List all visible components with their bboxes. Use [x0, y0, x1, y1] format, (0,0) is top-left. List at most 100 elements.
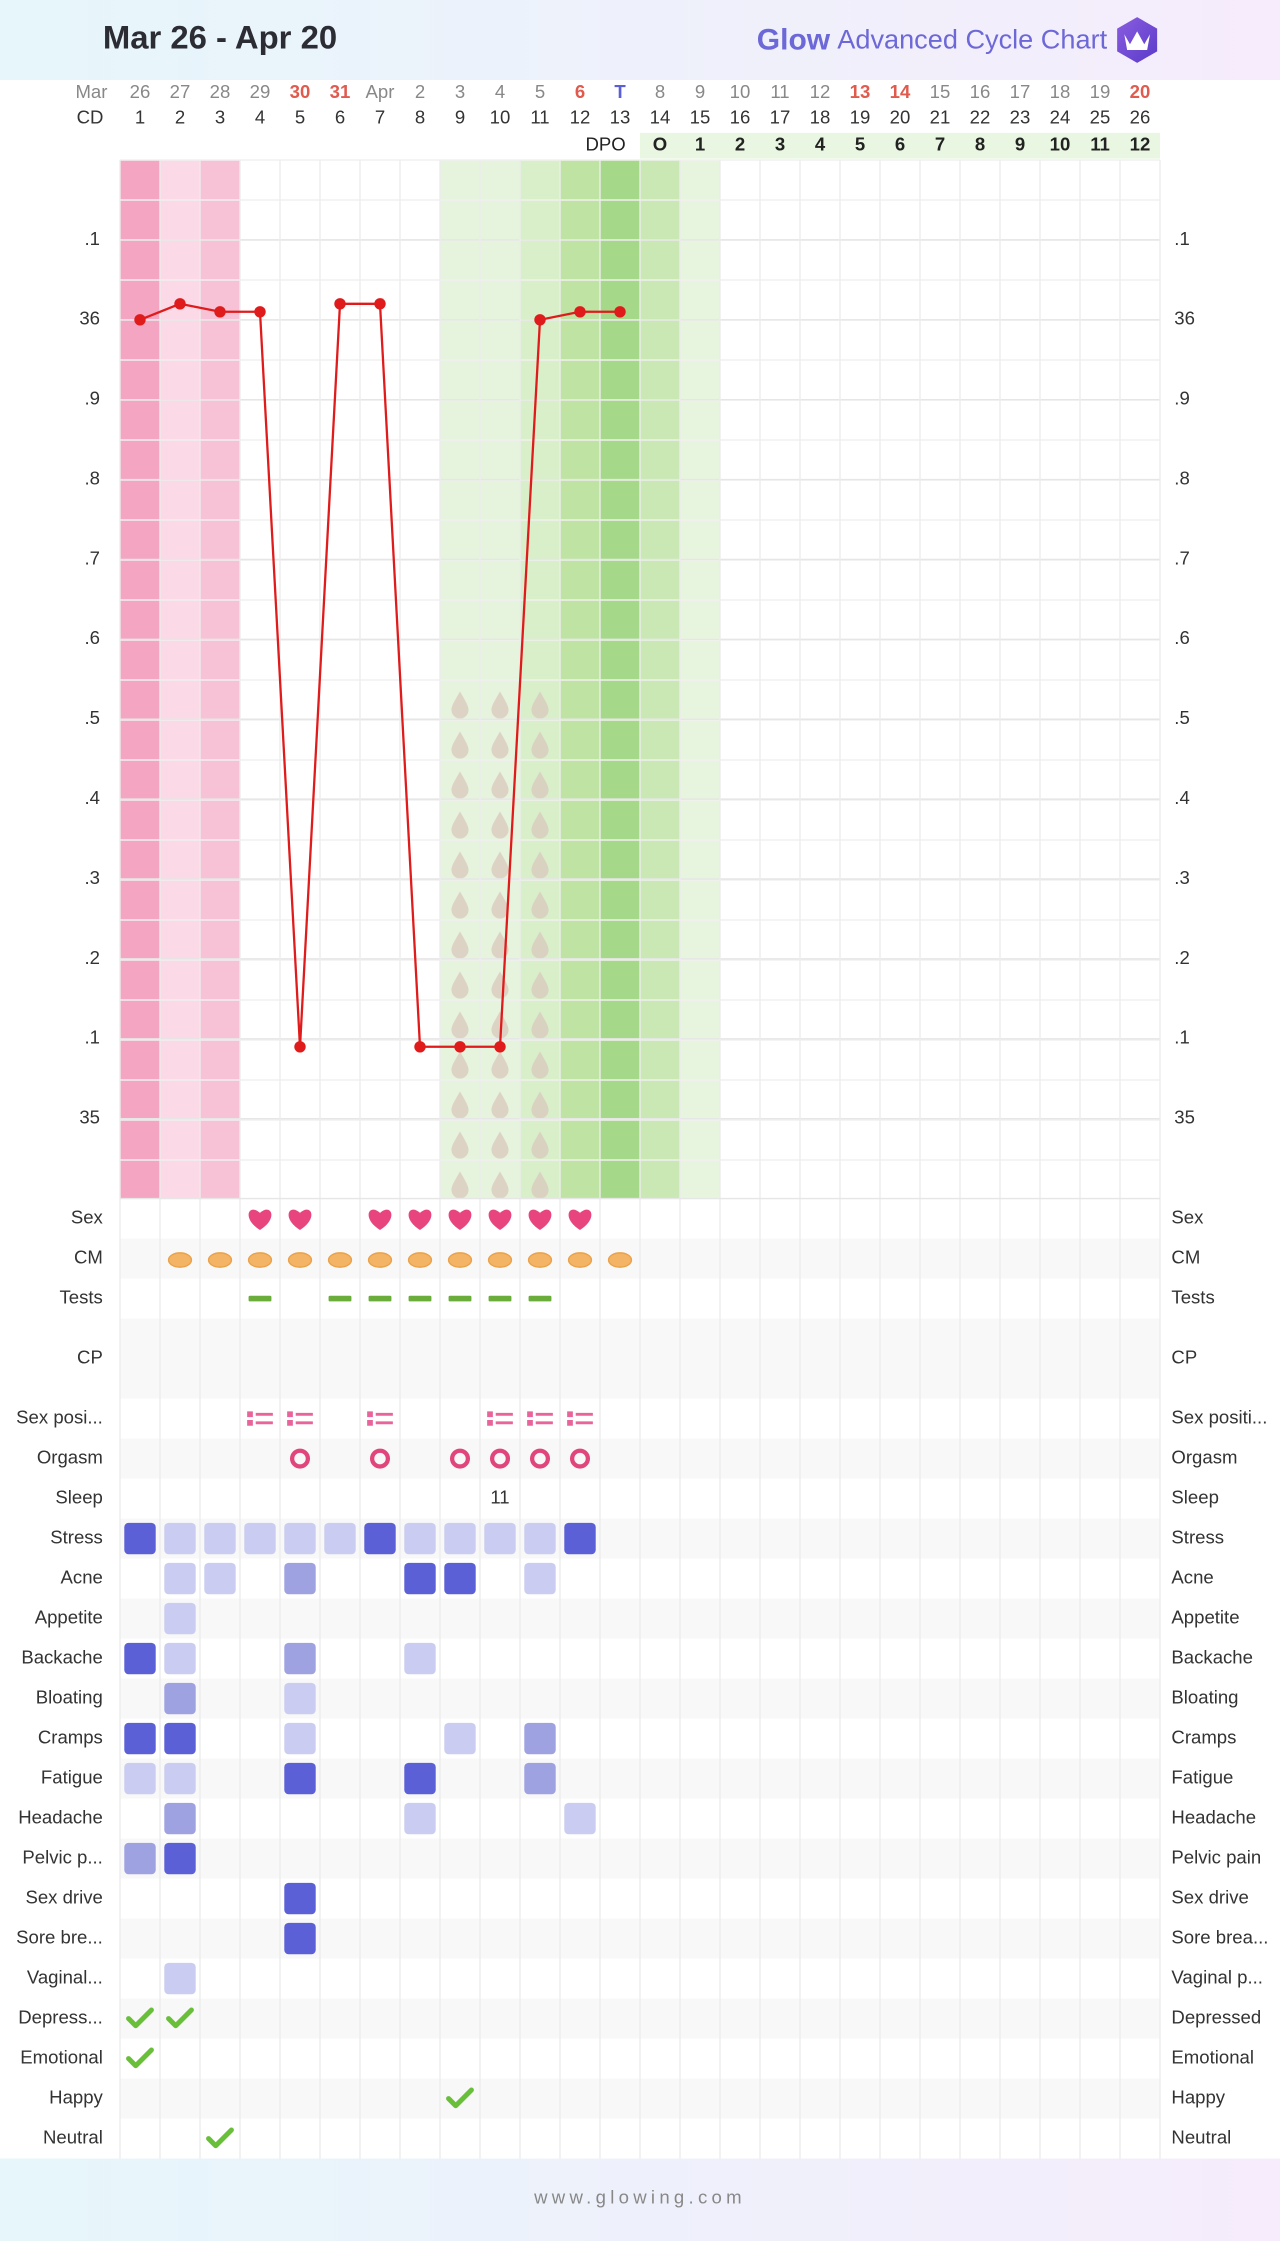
cm-icon — [407, 1252, 433, 1268]
orgasm-ring — [490, 1448, 510, 1469]
cycle-day: 5 — [295, 106, 305, 127]
cycle-day: 17 — [770, 106, 791, 127]
date-label: 28 — [210, 81, 231, 102]
symptom-level — [404, 1802, 436, 1835]
row-label-right: Sex positi... — [1171, 1406, 1267, 1427]
y-tick-label-right: 36 — [1174, 308, 1195, 329]
sex-position — [567, 1411, 593, 1426]
row-label: Sex — [71, 1206, 104, 1227]
y-tick-label-right: .4 — [1174, 787, 1189, 808]
symptom-level — [284, 1522, 316, 1555]
cm-drops — [440, 685, 560, 1199]
dpo-value: 8 — [975, 134, 985, 155]
symptom-level — [164, 1602, 196, 1635]
dpo-value: 6 — [895, 134, 905, 155]
orgasm-ring — [370, 1448, 390, 1469]
cycle-day: 25 — [1090, 106, 1111, 127]
cm-icon — [247, 1252, 273, 1268]
row-label-right: Pelvic pain — [1171, 1846, 1261, 1867]
cycle-day: 6 — [335, 106, 345, 127]
y-tick-label-right: .5 — [1174, 707, 1189, 728]
y-tick-label-right: .1 — [1174, 1027, 1189, 1048]
footer-url: www.glowing.com — [533, 2186, 746, 2207]
date-label: 16 — [970, 81, 991, 102]
row-label: Stress — [50, 1526, 103, 1547]
y-tick-label: .9 — [85, 388, 100, 409]
row-label: Emotional — [20, 2046, 103, 2067]
row-label: Headache — [18, 1806, 103, 1827]
cycle-day: 7 — [375, 106, 385, 127]
y-tick-label-right: .9 — [1174, 388, 1189, 409]
date-label: 6 — [575, 81, 585, 102]
symptom-level — [524, 1562, 556, 1595]
logo: Glow Advanced Cycle Chart — [757, 23, 1108, 56]
temperature-point — [574, 306, 586, 318]
test-mark — [328, 1295, 352, 1302]
y-tick-label: .2 — [85, 947, 100, 968]
test-mark — [448, 1295, 472, 1302]
cm-icon — [447, 1252, 473, 1268]
date-label: 26 — [130, 81, 151, 102]
sex-position — [367, 1411, 393, 1426]
row-label: Sore bre... — [16, 1926, 103, 1947]
cycle-day: 14 — [650, 106, 671, 127]
row-label: Pelvic p... — [22, 1846, 102, 1867]
dpo-value: 10 — [1050, 134, 1071, 155]
symptom-level — [284, 1722, 316, 1755]
cycle-day: 13 — [610, 106, 631, 127]
symptom-level — [164, 1842, 196, 1875]
header-bg — [0, 0, 1280, 81]
sex-position — [247, 1411, 273, 1426]
row-label-right: Stress — [1171, 1526, 1224, 1547]
row-label: Sleep — [55, 1486, 102, 1507]
date-label: T — [614, 81, 626, 102]
date-label: 12 — [810, 81, 831, 102]
cycle-day: 4 — [255, 106, 265, 127]
row-label-right: Fatigue — [1171, 1766, 1233, 1787]
header-title: Mar 26 - Apr 20 — [103, 19, 337, 56]
date-label: 30 — [290, 81, 311, 102]
sex-heart — [288, 1209, 312, 1230]
row-label-right: Tests — [1171, 1286, 1214, 1307]
dpo-value: O — [653, 134, 667, 155]
row-label-right: Sore brea... — [1171, 1926, 1268, 1947]
cm-icon — [607, 1252, 633, 1268]
row-label-right: Appetite — [1171, 1606, 1239, 1627]
cm-icon — [567, 1252, 593, 1268]
symptom-level — [404, 1522, 436, 1555]
row-label-right: CM — [1171, 1246, 1200, 1267]
row-label: Bloating — [36, 1686, 103, 1707]
symptom-level — [284, 1762, 316, 1795]
row-label-right: Cramps — [1171, 1726, 1236, 1747]
temperature-point — [494, 1041, 506, 1053]
symptom-level — [164, 1722, 196, 1755]
test-mark — [368, 1295, 392, 1302]
y-tick-label: 36 — [79, 308, 100, 329]
date-label: 14 — [890, 81, 911, 102]
dpo-value: 4 — [815, 134, 826, 155]
row-label: Sex posi... — [16, 1406, 103, 1427]
date-label: 20 — [1130, 81, 1151, 102]
row-label: Fatigue — [41, 1766, 103, 1787]
date-label: 18 — [1050, 81, 1071, 102]
sex-heart — [528, 1209, 552, 1230]
temperature-point — [614, 306, 626, 318]
mood-check — [206, 2127, 234, 2149]
sex-heart — [488, 1209, 512, 1230]
symptom-level — [284, 1682, 316, 1715]
cycle-day: 11 — [530, 106, 549, 127]
y-tick-label: .1 — [85, 228, 100, 249]
sex-heart — [448, 1209, 472, 1230]
y-tick-label: .3 — [85, 867, 100, 888]
symptom-level — [124, 1642, 156, 1675]
row-label-right: Sleep — [1171, 1486, 1218, 1507]
month-label: Mar — [75, 81, 107, 102]
row-label: Tests — [60, 1286, 103, 1307]
temperature-point — [134, 314, 146, 326]
date-label: 27 — [170, 81, 191, 102]
temperature-point — [414, 1041, 426, 1053]
row-label-right: Vaginal p... — [1171, 1966, 1263, 1987]
row-label-right: Sex — [1171, 1206, 1204, 1227]
y-tick-label-right: 35 — [1174, 1107, 1195, 1128]
symptom-level — [444, 1522, 476, 1555]
